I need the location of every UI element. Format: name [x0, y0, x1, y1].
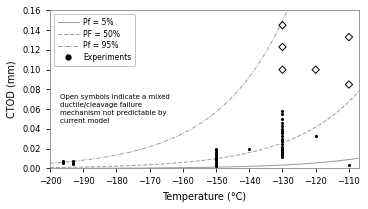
Point — [346, 83, 352, 86]
Point — [280, 129, 286, 133]
Point — [280, 127, 286, 131]
Point — [280, 149, 286, 152]
Point — [70, 161, 76, 164]
Point — [280, 142, 286, 145]
Point — [280, 131, 286, 135]
Point — [280, 137, 286, 140]
Point — [213, 152, 219, 155]
Point — [60, 159, 66, 162]
Point — [280, 145, 286, 148]
Point — [280, 134, 286, 138]
Point — [213, 147, 219, 150]
Point — [60, 161, 66, 164]
Point — [213, 156, 219, 159]
Point — [213, 158, 219, 161]
Point — [280, 139, 286, 143]
Point — [246, 147, 252, 150]
Point — [213, 154, 219, 157]
Point — [280, 152, 286, 155]
Point — [280, 147, 286, 150]
Point — [280, 150, 286, 153]
Point — [346, 36, 352, 39]
Point — [213, 160, 219, 163]
Point — [280, 110, 286, 113]
Point — [280, 24, 286, 27]
Point — [280, 124, 286, 128]
Point — [280, 117, 286, 121]
Point — [60, 160, 66, 163]
Point — [280, 45, 286, 49]
Point — [70, 159, 76, 162]
Point — [280, 68, 286, 71]
Point — [280, 151, 286, 154]
Point — [213, 157, 219, 160]
Point — [313, 134, 319, 138]
Point — [280, 112, 286, 116]
Text: Open symbols indicate a mixed
ductile/cleavage failure
mechanism not predictable: Open symbols indicate a mixed ductile/cl… — [60, 94, 170, 124]
Point — [213, 150, 219, 153]
Point — [313, 68, 319, 71]
Point — [280, 153, 286, 156]
Point — [280, 148, 286, 151]
Point — [280, 121, 286, 125]
Point — [213, 162, 219, 165]
Point — [70, 162, 76, 165]
Y-axis label: CTOD (mm): CTOD (mm) — [7, 61, 17, 118]
Point — [213, 148, 219, 151]
Legend: Pf = 5%, PF = 50%, Pf = 95%, Experiments: Pf = 5%, PF = 50%, Pf = 95%, Experiments — [54, 14, 135, 66]
X-axis label: Temperature (°C): Temperature (°C) — [162, 192, 247, 202]
Point — [213, 164, 219, 167]
Point — [280, 155, 286, 158]
Point — [346, 163, 352, 166]
